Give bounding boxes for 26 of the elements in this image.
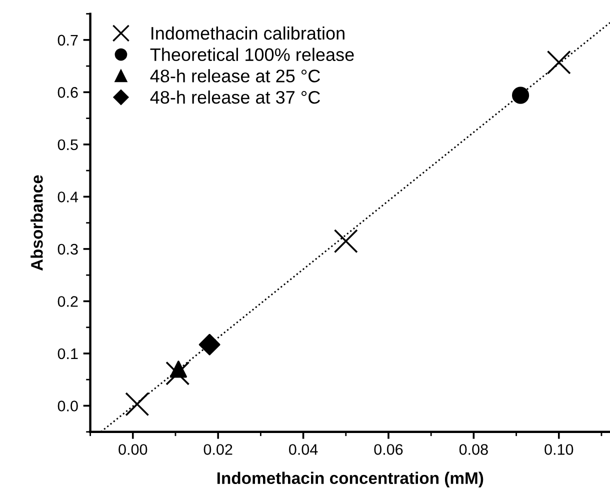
point bbox=[546, 50, 571, 74]
point bbox=[170, 360, 188, 378]
y-tick-label: 0.7 bbox=[58, 34, 78, 46]
y-tick-label: 0.3 bbox=[58, 244, 78, 255]
x-axis-title: Indomethacin concentration (mM) bbox=[217, 472, 484, 488]
legend-label: 48-h release at 37 °C bbox=[150, 90, 320, 104]
point bbox=[125, 392, 150, 416]
y-axis-title: Absorbance bbox=[30, 175, 43, 271]
legend-label: 48-h release at 25 °C bbox=[150, 69, 320, 82]
legend-label: Theoretical 100% release bbox=[150, 48, 354, 62]
point bbox=[334, 229, 358, 254]
x-tick-label: 0.08 bbox=[459, 444, 488, 455]
y-tick-label: 0.5 bbox=[58, 139, 78, 150]
x-tick-label: 0.00 bbox=[118, 444, 148, 455]
y-tick-label: 0.6 bbox=[58, 87, 78, 98]
point bbox=[512, 86, 530, 104]
x-tick-label: 0.04 bbox=[289, 444, 318, 455]
point bbox=[198, 334, 220, 356]
x-tick-label: 0.06 bbox=[374, 444, 403, 455]
legend-label: Indomethacin calibration bbox=[152, 26, 344, 40]
y-tick-label: 0.0 bbox=[58, 400, 78, 412]
y-tick-label: 0.4 bbox=[58, 192, 78, 202]
y-tick-label: 0.1 bbox=[58, 348, 78, 360]
x-tick-label: 0.02 bbox=[204, 444, 232, 455]
x-tick-label: 0.10 bbox=[544, 444, 574, 455]
y-tick-label: 0.2 bbox=[58, 296, 78, 307]
